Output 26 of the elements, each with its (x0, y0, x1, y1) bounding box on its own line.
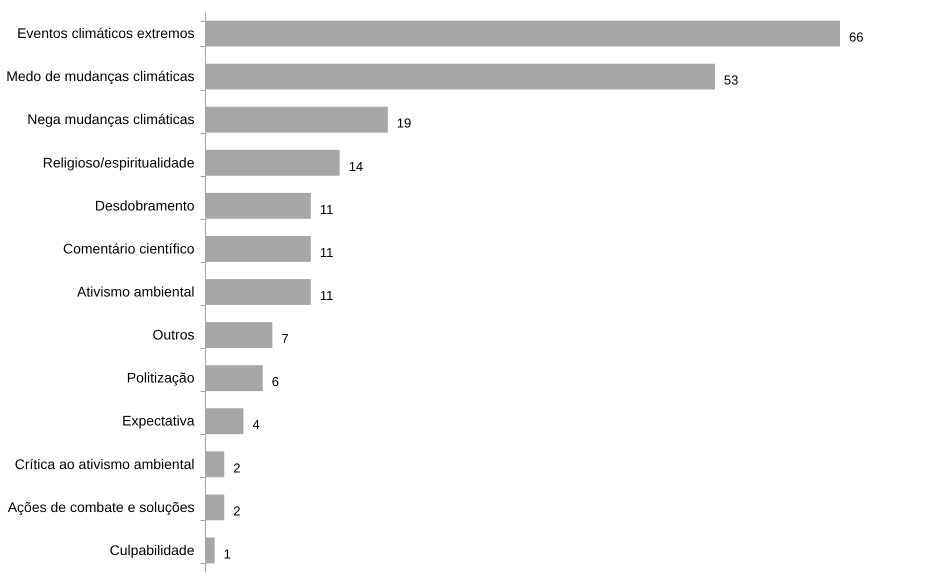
y-tick-label: Nega mudanças climáticas (27, 111, 194, 128)
data-label: 2 (233, 503, 240, 518)
data-label: 6 (272, 374, 279, 390)
y-tick-label: Outros (152, 326, 194, 343)
y-tick-label: Ativismo ambiental (77, 284, 194, 300)
data-label: 1 (224, 546, 231, 562)
data-label: 14 (348, 158, 364, 174)
data-label: 11 (320, 288, 334, 303)
y-tick-label: Medo de mudanças climáticas (6, 68, 194, 84)
data-label: 7 (281, 331, 289, 346)
data-label: 66 (849, 30, 864, 45)
data-label: 53 (724, 72, 738, 88)
y-tick-label: Culpabilidade (110, 542, 195, 558)
data-label: 2 (233, 460, 240, 476)
data-label: 11 (320, 244, 334, 260)
y-tick-label: Politização (126, 370, 195, 386)
y-tick-label: Expectativa (122, 412, 195, 429)
y-tick-label: Ações de combate e soluções (8, 498, 194, 515)
data-label: 4 (252, 417, 260, 432)
y-tick-label: Desdobramento (94, 197, 195, 214)
y-tick-label: Crítica ao ativismo ambiental (14, 456, 194, 472)
y-tick-label: Eventos climáticos extremos (17, 25, 194, 42)
data-label: 11 (320, 202, 334, 217)
y-tick-label: Religioso/espiritualidade (42, 154, 195, 170)
data-label: 19 (396, 116, 412, 131)
y-tick-label: Comentário científico (62, 240, 195, 256)
